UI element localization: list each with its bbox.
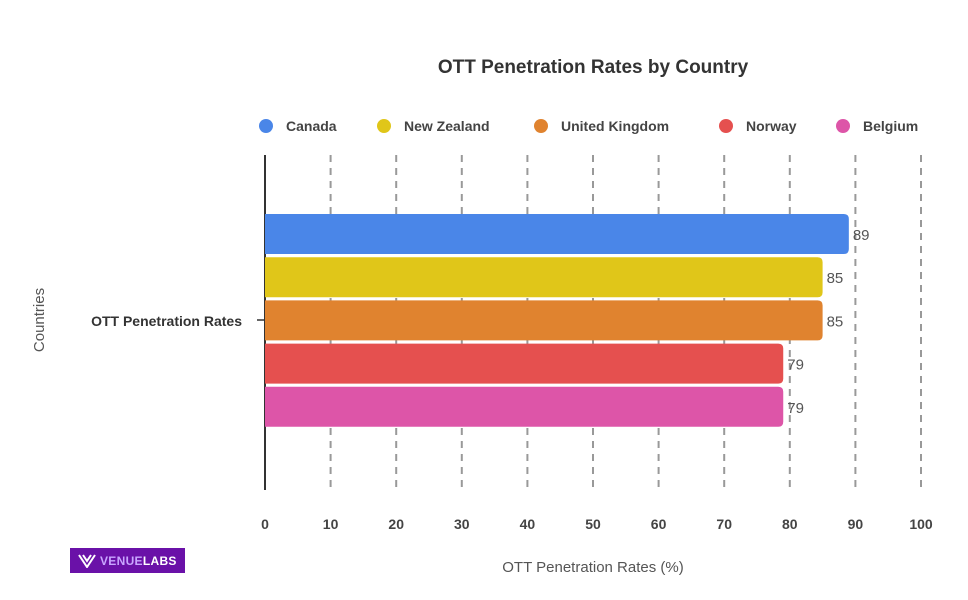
data-label-2: 85: [827, 313, 844, 330]
legend-marker-2: [534, 119, 548, 133]
x-tick-label-60: 60: [651, 516, 667, 532]
legend-label-3: Norway: [746, 118, 797, 134]
x-tick-label-50: 50: [585, 516, 601, 532]
logo-text-venue: VENUE: [100, 553, 143, 568]
bar-new-zealand: [265, 257, 823, 298]
chart-title: OTT Penetration Rates by Country: [438, 57, 749, 78]
y-axis-title: Countries: [31, 288, 48, 352]
legend-label-2: United Kingdom: [561, 118, 669, 134]
y-category-label: OTT Penetration Rates: [91, 313, 242, 329]
x-tick-label-30: 30: [454, 516, 470, 532]
data-label-1: 85: [827, 270, 844, 287]
x-tick-label-70: 70: [716, 516, 732, 532]
legend-marker-4: [836, 119, 850, 133]
legend-marker-3: [719, 119, 733, 133]
bar-canada: [265, 214, 849, 254]
data-label-4: 79: [787, 400, 804, 417]
logo-text-labs: LABS: [142, 553, 177, 568]
data-label-3: 79: [787, 357, 804, 374]
legend-marker-0: [259, 119, 273, 133]
legend-label-1: New Zealand: [404, 118, 490, 134]
x-tick-label-80: 80: [782, 516, 798, 532]
x-tick-label-40: 40: [520, 516, 536, 532]
x-tick-label-20: 20: [388, 516, 404, 532]
bar-united-kingdom: [265, 300, 823, 341]
data-label-0: 89: [853, 227, 870, 244]
venuelabs-logo: VENUELABS: [70, 548, 185, 573]
x-tick-label-10: 10: [323, 516, 339, 532]
legend-label-4: Belgium: [863, 118, 918, 134]
x-tick-label-0: 0: [261, 516, 269, 532]
x-tick-label-90: 90: [848, 516, 864, 532]
bar-norway: [265, 343, 784, 384]
logo-v-icon: [78, 553, 96, 568]
x-axis-title: OTT Penetration Rates (%): [502, 559, 683, 576]
legend-label-0: Canada: [286, 118, 337, 134]
x-tick-label-100: 100: [909, 516, 933, 532]
legend-marker-1: [377, 119, 391, 133]
bar-belgium: [265, 386, 784, 427]
